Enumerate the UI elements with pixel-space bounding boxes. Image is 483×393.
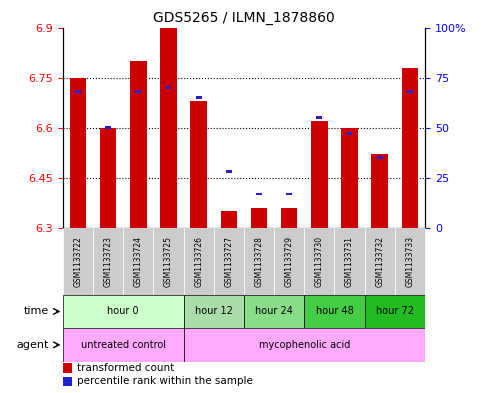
Bar [304,295,365,328]
Bar [63,295,184,328]
Bar [130,61,146,228]
Text: hour 0: hour 0 [107,307,139,316]
Bar [184,295,244,328]
Bar [334,228,365,295]
Bar [105,127,111,129]
Text: GSM1133723: GSM1133723 [103,236,113,287]
Bar [226,171,232,173]
Bar [63,228,93,295]
Text: agent: agent [17,340,49,350]
Text: GSM1133727: GSM1133727 [224,236,233,287]
Bar [166,86,171,89]
Text: percentile rank within the sample: percentile rank within the sample [77,376,253,386]
Bar [184,228,213,295]
Text: GSM1133732: GSM1133732 [375,236,384,287]
Text: GSM1133724: GSM1133724 [134,236,143,287]
Text: GSM1133733: GSM1133733 [405,236,414,287]
Bar [100,128,116,228]
Bar [281,208,298,228]
Bar [316,116,322,119]
Bar [184,328,425,362]
Bar [213,228,244,295]
Bar [63,376,72,386]
Text: GSM1133725: GSM1133725 [164,236,173,287]
Text: transformed count: transformed count [77,363,174,373]
Bar [251,208,267,228]
Bar [311,121,327,228]
Bar [365,295,425,328]
Bar [341,128,358,228]
Bar [244,228,274,295]
Bar [221,211,237,228]
Bar [402,68,418,228]
Bar [365,228,395,295]
Text: hour 72: hour 72 [376,307,414,316]
Bar [286,193,292,195]
Text: hour 12: hour 12 [195,307,233,316]
Bar [244,295,304,328]
Title: GDS5265 / ILMN_1878860: GDS5265 / ILMN_1878860 [153,11,335,25]
Text: GSM1133728: GSM1133728 [255,236,264,287]
Bar [274,228,304,295]
Bar [160,28,177,228]
Bar [135,90,141,93]
Bar [407,90,413,93]
Bar [304,228,334,295]
Bar [377,156,383,159]
Text: GSM1133729: GSM1133729 [284,236,294,287]
Bar [70,78,86,228]
Bar [63,328,184,362]
Bar [63,363,72,373]
Text: mycophenolic acid: mycophenolic acid [258,340,350,350]
Text: hour 48: hour 48 [315,307,354,316]
Text: GSM1133731: GSM1133731 [345,236,354,287]
Text: GSM1133722: GSM1133722 [73,236,83,287]
Bar [190,101,207,228]
Bar [93,228,123,295]
Text: hour 24: hour 24 [255,307,293,316]
Bar [347,132,353,135]
Bar [395,228,425,295]
Bar [371,154,388,228]
Text: GSM1133730: GSM1133730 [315,236,324,287]
Bar [196,96,201,99]
Text: untreated control: untreated control [81,340,166,350]
Bar [75,90,81,93]
Bar [256,193,262,195]
Bar [123,228,154,295]
Text: time: time [24,307,49,316]
Bar [154,228,184,295]
Text: GSM1133726: GSM1133726 [194,236,203,287]
